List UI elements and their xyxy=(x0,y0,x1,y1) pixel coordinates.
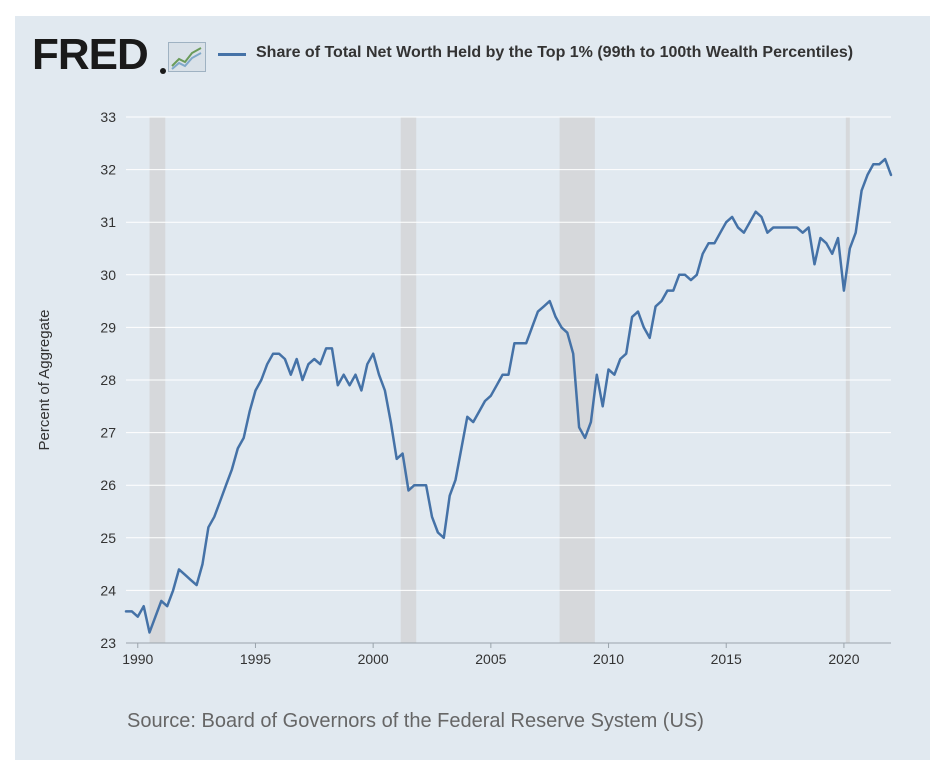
chart-plot: 23 24 25 26 27 28 29 30 31 32 33 1990 1995 2000 2005 2… xyxy=(36,109,893,667)
legend-swatch xyxy=(218,53,246,56)
source-note: Source: Board of Governors of the Federa… xyxy=(127,710,704,732)
x-tick-label: 1990 xyxy=(122,651,153,667)
x-tick-label: 2010 xyxy=(593,651,624,667)
x-tick-label: 1995 xyxy=(240,651,271,667)
y-axis-label: Percent of Aggregate xyxy=(36,310,53,451)
y-tick-label: 32 xyxy=(100,162,116,178)
x-tick-label: 2020 xyxy=(828,651,859,667)
legend-series-label: Share of Total Net Worth Held by the Top… xyxy=(256,44,854,61)
y-tick-label: 29 xyxy=(100,319,116,335)
y-tick-label: 24 xyxy=(100,582,116,598)
gridlines xyxy=(126,116,891,644)
chart-frame: FRED Share of Total Net Worth Held by th… xyxy=(15,16,930,760)
chart-header: FRED Share of Total Net Worth Held by th… xyxy=(15,16,930,116)
x-tick-label: 2015 xyxy=(711,651,742,667)
y-tick-label: 25 xyxy=(100,530,116,546)
y-tick-label: 27 xyxy=(100,425,116,441)
y-tick-label: 23 xyxy=(100,635,116,651)
y-tick-label: 26 xyxy=(100,477,116,493)
fred-graph-icon xyxy=(168,42,206,72)
y-tick-label: 30 xyxy=(100,267,116,283)
series-layer xyxy=(124,157,893,634)
y-tick-label: 33 xyxy=(100,109,116,125)
x-tick-label: 2005 xyxy=(475,651,506,667)
y-tick-label: 31 xyxy=(100,214,116,230)
x-axis-ticks: 1990 1995 2000 2005 2010 2015 2020 xyxy=(122,643,860,667)
fred-logo-dot xyxy=(160,68,166,74)
fred-logo[interactable]: FRED xyxy=(32,30,149,79)
series-line-1[interactable] xyxy=(124,157,893,634)
y-axis-ticks: 23 24 25 26 27 28 29 30 31 32 33 xyxy=(100,109,116,651)
x-tick-label: 2000 xyxy=(358,651,389,667)
y-tick-label: 28 xyxy=(100,372,116,388)
